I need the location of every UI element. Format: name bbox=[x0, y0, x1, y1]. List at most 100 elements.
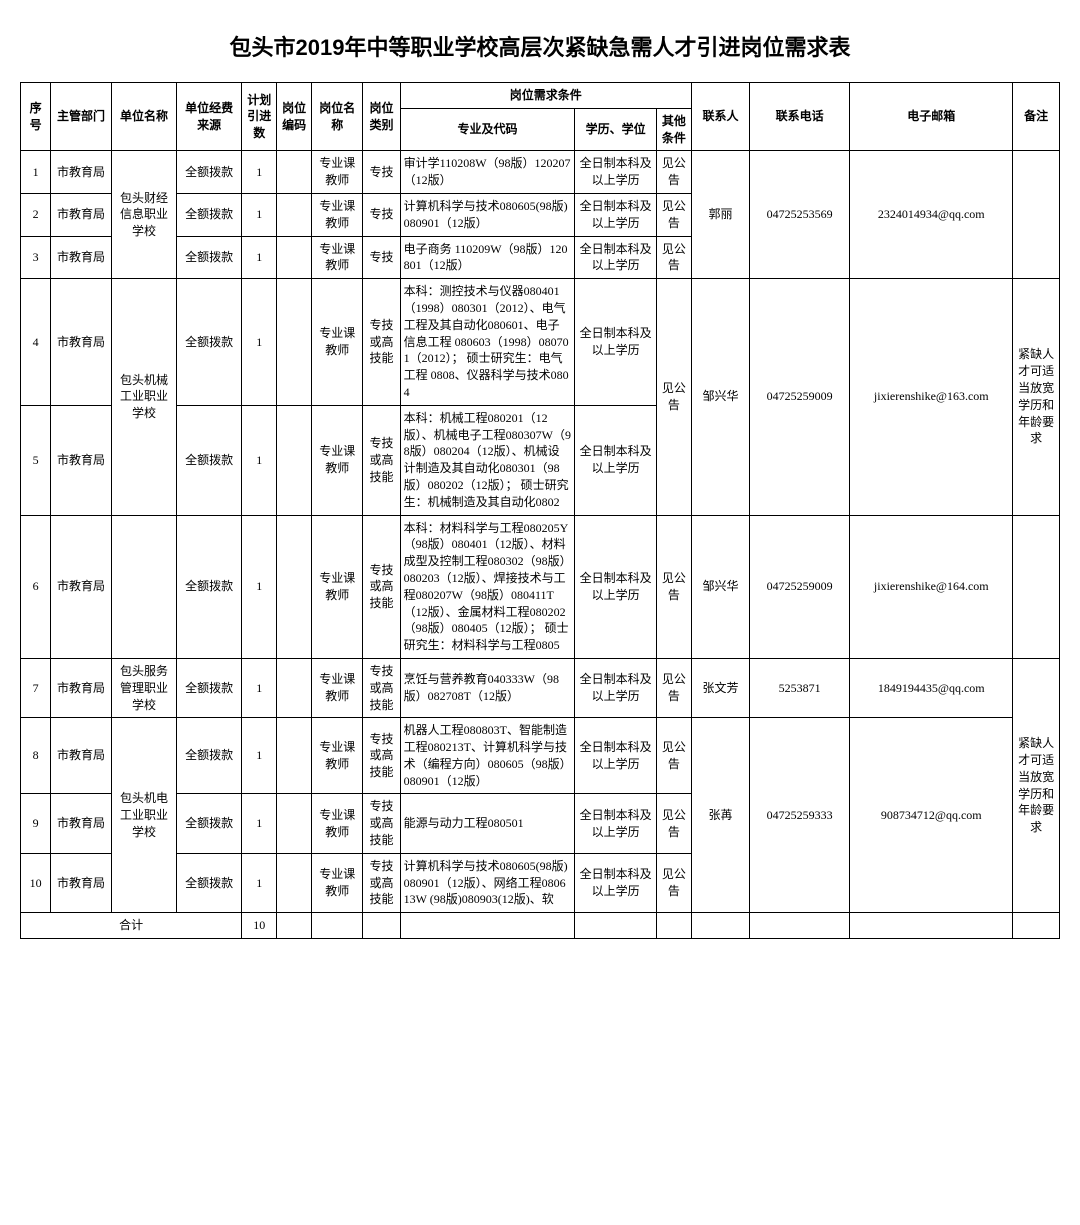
h-phone: 联系电话 bbox=[750, 83, 850, 151]
cell-code bbox=[277, 405, 312, 515]
cell-postype: 专技 bbox=[363, 193, 400, 236]
cell-email: 908734712@qq.com bbox=[850, 718, 1013, 913]
cell-posname: 专业课教师 bbox=[312, 279, 363, 406]
cell-edu: 全日制本科及以上学历 bbox=[575, 718, 657, 794]
cell-total-label: 合计 bbox=[21, 913, 242, 939]
cell-seq: 9 bbox=[21, 794, 51, 853]
cell-fund: 全额拨款 bbox=[177, 279, 242, 406]
cell-code bbox=[277, 151, 312, 194]
cell-postype: 专技或高技能 bbox=[363, 794, 400, 853]
cell-major: 审计学110208W（98版）120207（12版） bbox=[400, 151, 575, 194]
cell-edu: 全日制本科及以上学历 bbox=[575, 794, 657, 853]
cell-major: 能源与动力工程080501 bbox=[400, 794, 575, 853]
table-row: 1 市教育局 包头财经信息职业学校 全额拨款 1 专业课教师 专技 审计学110… bbox=[21, 151, 1060, 194]
cell-contact: 邹兴华 bbox=[691, 515, 749, 658]
cell-unit bbox=[111, 515, 176, 658]
main-table: 序号 主管部门 单位名称 单位经费来源 计划引进数 岗位编码 岗位名称 岗位类别… bbox=[20, 82, 1060, 939]
cell-dept: 市教育局 bbox=[51, 853, 112, 912]
table-row: 6 市教育局 全额拨款 1 专业课教师 专技或高技能 本科：材料科学与工程080… bbox=[21, 515, 1060, 658]
h-edu: 学历、学位 bbox=[575, 108, 657, 151]
cell-posname: 专业课教师 bbox=[312, 151, 363, 194]
cell-remark: 紧缺人才可适当放宽学历和年龄要求 bbox=[1013, 279, 1060, 515]
cell-postype: 专技或高技能 bbox=[363, 279, 400, 406]
cell-empty bbox=[575, 913, 657, 939]
cell-dept: 市教育局 bbox=[51, 279, 112, 406]
cell-empty bbox=[750, 913, 850, 939]
cell-empty bbox=[656, 913, 691, 939]
cell-phone: 04725253569 bbox=[750, 151, 850, 279]
cell-postype: 专技或高技能 bbox=[363, 658, 400, 717]
cell-unit: 包头机电工业职业学校 bbox=[111, 718, 176, 913]
cell-email: jixierenshike@163.com bbox=[850, 279, 1013, 515]
table-row: 8 市教育局 包头机电工业职业学校 全额拨款 1 专业课教师 专技或高技能 机器… bbox=[21, 718, 1060, 794]
cell-seq: 4 bbox=[21, 279, 51, 406]
page-title: 包头市2019年中等职业学校高层次紧缺急需人才引进岗位需求表 bbox=[20, 30, 1060, 62]
cell-postype: 专技或高技能 bbox=[363, 853, 400, 912]
cell-seq: 2 bbox=[21, 193, 51, 236]
cell-postype: 专技或高技能 bbox=[363, 515, 400, 658]
cell-dept: 市教育局 bbox=[51, 151, 112, 194]
cell-seq: 7 bbox=[21, 658, 51, 717]
cell-seq: 5 bbox=[21, 405, 51, 515]
cell-empty bbox=[363, 913, 400, 939]
cell-major: 烹饪与营养教育040333W（98版）082708T（12版） bbox=[400, 658, 575, 717]
cell-plan: 1 bbox=[242, 193, 277, 236]
h-major: 专业及代码 bbox=[400, 108, 575, 151]
h-postype: 岗位类别 bbox=[363, 83, 400, 151]
cell-total-plan: 10 bbox=[242, 913, 277, 939]
cell-seq: 10 bbox=[21, 853, 51, 912]
cell-posname: 专业课教师 bbox=[312, 718, 363, 794]
cell-phone: 5253871 bbox=[750, 658, 850, 717]
cell-major: 计算机科学与技术080605(98版) 080901（12版）、网络工程0806… bbox=[400, 853, 575, 912]
cell-dept: 市教育局 bbox=[51, 794, 112, 853]
cell-unit: 包头财经信息职业学校 bbox=[111, 151, 176, 279]
h-reqgroup: 岗位需求条件 bbox=[400, 83, 691, 109]
cell-empty bbox=[1013, 913, 1060, 939]
h-contact: 联系人 bbox=[691, 83, 749, 151]
cell-code bbox=[277, 236, 312, 279]
cell-edu: 全日制本科及以上学历 bbox=[575, 279, 657, 406]
cell-fund: 全额拨款 bbox=[177, 405, 242, 515]
cell-remark bbox=[1013, 515, 1060, 658]
cell-posname: 专业课教师 bbox=[312, 515, 363, 658]
table-row: 7 市教育局 包头服务管理职业学校 全额拨款 1 专业课教师 专技或高技能 烹饪… bbox=[21, 658, 1060, 717]
cell-other: 见公告 bbox=[656, 236, 691, 279]
cell-code bbox=[277, 794, 312, 853]
h-plan: 计划引进数 bbox=[242, 83, 277, 151]
cell-other: 见公告 bbox=[656, 853, 691, 912]
cell-major: 计算机科学与技术080605(98版) 080901（12版） bbox=[400, 193, 575, 236]
cell-major: 机器人工程080803T、智能制造工程080213T、计算机科学与技术（编程方向… bbox=[400, 718, 575, 794]
cell-fund: 全额拨款 bbox=[177, 718, 242, 794]
cell-code bbox=[277, 193, 312, 236]
cell-phone: 04725259009 bbox=[750, 279, 850, 515]
cell-posname: 专业课教师 bbox=[312, 658, 363, 717]
cell-major: 本科：材料科学与工程080205Y（98版）080401（12版）、材料成型及控… bbox=[400, 515, 575, 658]
cell-edu: 全日制本科及以上学历 bbox=[575, 515, 657, 658]
cell-edu: 全日制本科及以上学历 bbox=[575, 151, 657, 194]
h-email: 电子邮箱 bbox=[850, 83, 1013, 151]
cell-fund: 全额拨款 bbox=[177, 193, 242, 236]
cell-remark bbox=[1013, 151, 1060, 279]
cell-plan: 1 bbox=[242, 151, 277, 194]
cell-code bbox=[277, 279, 312, 406]
h-seq: 序号 bbox=[21, 83, 51, 151]
cell-plan: 1 bbox=[242, 236, 277, 279]
cell-major: 本科：机械工程080201（12版）、机械电子工程080307W（98版）080… bbox=[400, 405, 575, 515]
cell-edu: 全日制本科及以上学历 bbox=[575, 236, 657, 279]
cell-contact: 邹兴华 bbox=[691, 279, 749, 515]
cell-code bbox=[277, 718, 312, 794]
cell-phone: 04725259009 bbox=[750, 515, 850, 658]
cell-unit: 包头机械工业职业学校 bbox=[111, 279, 176, 515]
cell-posname: 专业课教师 bbox=[312, 236, 363, 279]
cell-email: jixierenshike@164.com bbox=[850, 515, 1013, 658]
cell-plan: 1 bbox=[242, 853, 277, 912]
cell-empty bbox=[400, 913, 575, 939]
cell-dept: 市教育局 bbox=[51, 658, 112, 717]
cell-unit: 包头服务管理职业学校 bbox=[111, 658, 176, 717]
cell-edu: 全日制本科及以上学历 bbox=[575, 658, 657, 717]
cell-major: 电子商务 110209W（98版）120801（12版） bbox=[400, 236, 575, 279]
h-remark: 备注 bbox=[1013, 83, 1060, 151]
cell-edu: 全日制本科及以上学历 bbox=[575, 193, 657, 236]
footer-row: 合计 10 bbox=[21, 913, 1060, 939]
cell-fund: 全额拨款 bbox=[177, 658, 242, 717]
